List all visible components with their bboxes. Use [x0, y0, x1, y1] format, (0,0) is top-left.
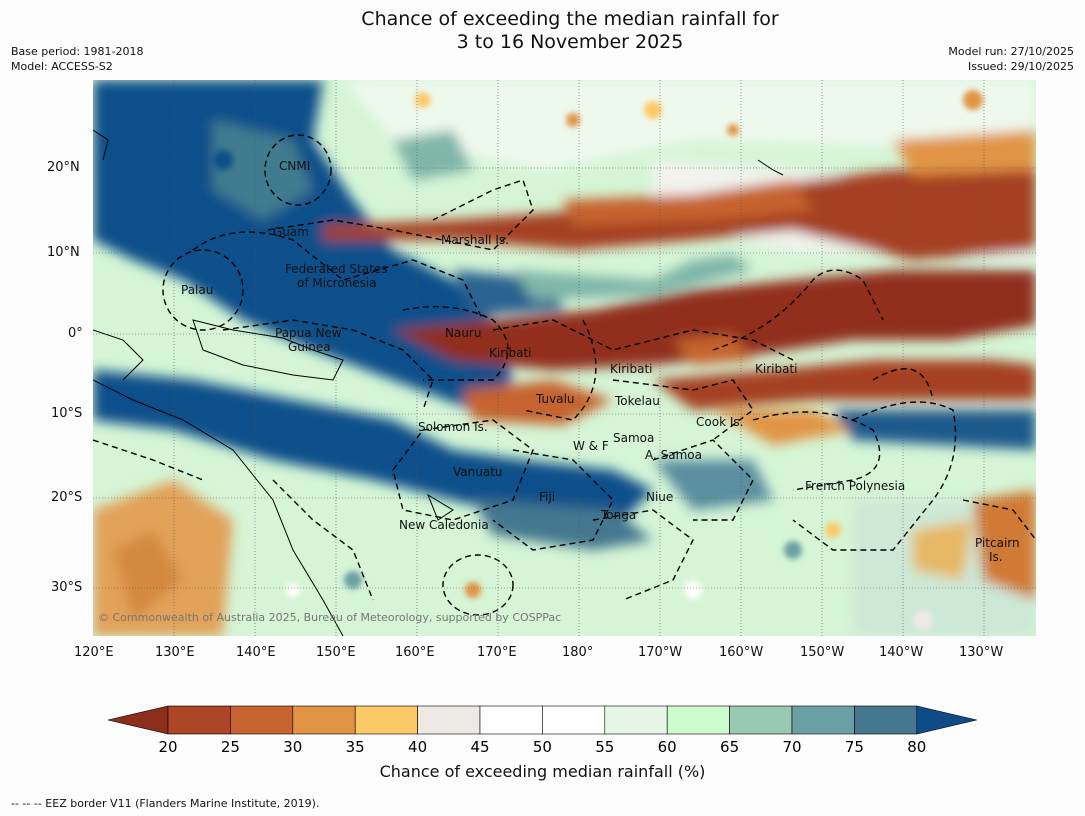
colorbar-extend-high	[916, 705, 977, 735]
colorbar-tick-label: 40	[408, 738, 427, 756]
label-nauru: Nauru	[445, 326, 481, 340]
lon-label-150e: 150°E	[316, 645, 356, 660]
colorbar-tick-label: 25	[221, 738, 240, 756]
colorbar-bin	[292, 705, 356, 735]
label-kiribati-w: Kiribati	[489, 346, 531, 360]
lon-label-160e: 160°E	[395, 645, 435, 660]
lat-label-10s: 10°S	[51, 406, 83, 421]
label-french-polynesia: French Polynesia	[805, 479, 905, 493]
colorbar-tick-label: 20	[158, 738, 177, 756]
region-labels: CNMI Guam Marshall Is. Federated States …	[98, 159, 1020, 624]
label-kiribati-c: Kiribati	[610, 362, 652, 376]
label-samoa: Samoa	[613, 431, 654, 445]
meta-right: Model run: 27/10/2025 Issued: 29/10/2025	[948, 44, 1074, 74]
label-cook: Cook Is.	[696, 415, 743, 429]
label-cnmi: CNMI	[279, 159, 310, 173]
lon-label-170w: 170°W	[638, 645, 683, 660]
label-solomon: Solomon Is.	[418, 420, 488, 434]
label-palau: Palau	[181, 283, 213, 297]
colorbar-tick-label: 50	[533, 738, 552, 756]
title-line-2: 3 to 16 November 2025	[456, 31, 684, 53]
label-fsm-1: Federated States	[285, 262, 387, 276]
model-run: Model run: 27/10/2025	[948, 45, 1074, 58]
label-kiribati-e: Kiribati	[755, 362, 797, 376]
label-tuvalu: Tuvalu	[535, 392, 575, 406]
australia-coast	[93, 379, 344, 636]
colorbar-tick-label: 65	[720, 738, 739, 756]
lat-label-0: 0°	[68, 326, 83, 341]
label-american-samoa: A. Samoa	[645, 448, 702, 462]
label-guam: Guam	[273, 225, 309, 239]
colorbar-tick-label: 35	[346, 738, 365, 756]
copyright-notice: © Commonwealth of Australia 2025, Bureau…	[98, 611, 561, 624]
label-tokelau: Tokelau	[614, 394, 660, 408]
colorbar-title: Chance of exceeding median rainfall (%)	[379, 762, 706, 781]
colorbar-bin	[729, 705, 793, 735]
colorbar-bin	[791, 705, 855, 735]
colorbar-bin	[479, 705, 543, 735]
lon-label-150w: 150°W	[800, 645, 845, 660]
lon-label-170e: 170°E	[477, 645, 517, 660]
colorbar-bin	[542, 705, 606, 735]
label-marshall: Marshall Is.	[441, 233, 509, 247]
colorbar-tick-label: 80	[907, 738, 926, 756]
eez-borders	[93, 134, 1036, 616]
label-new-caledonia: New Caledonia	[399, 518, 489, 532]
colorbar-bin	[666, 705, 730, 735]
lon-label-130e: 130°E	[155, 645, 195, 660]
label-fsm-2: of Micronesia	[297, 276, 377, 290]
colorbar-tick-label: 45	[470, 738, 489, 756]
colorbar-bin	[417, 705, 481, 735]
colorbar-bin	[854, 705, 918, 735]
lon-label-180: 180°	[562, 645, 594, 660]
label-wallis-futuna: W & F	[573, 439, 609, 453]
map-title: Chance of exceeding the median rainfall …	[0, 8, 1085, 54]
lon-label-140e: 140°E	[236, 645, 276, 660]
model-name: Model: ACCESS-S2	[11, 60, 113, 73]
colorbar-bins	[107, 705, 977, 735]
meta-left: Base period: 1981-2018 Model: ACCESS-S2	[11, 44, 143, 74]
label-png-1: Papua New	[275, 326, 342, 340]
colorbar-extend-low	[107, 705, 169, 735]
label-niue: Niue	[646, 490, 673, 504]
title-line-1: Chance of exceeding the median rainfall …	[361, 8, 779, 30]
colorbar-tick-label: 60	[658, 738, 677, 756]
colorbar-bin	[230, 705, 294, 735]
lat-label-20s: 20°S	[51, 490, 83, 505]
colorbar-tick-label: 30	[283, 738, 302, 756]
label-png-2: Guinea	[288, 340, 331, 354]
new-caledonia-outline	[426, 493, 454, 521]
label-vanuatu: Vanuatu	[453, 465, 503, 479]
lat-label-10n: 10°N	[47, 245, 80, 260]
base-period: Base period: 1981-2018	[11, 45, 144, 58]
label-fiji: Fiji	[539, 490, 555, 504]
label-tonga: Tonga	[600, 508, 636, 522]
lon-label-140w: 140°W	[879, 645, 924, 660]
label-pitcairn-1: Pitcairn	[975, 536, 1020, 550]
graticule	[93, 80, 1036, 636]
colorbar: 20 25 30 35 40 45 50 55 60 65 70 75 80	[107, 705, 977, 756]
colorbar-tick-label: 75	[845, 738, 864, 756]
rainfall-map: CNMI Guam Marshall Is. Federated States …	[93, 80, 1036, 636]
lon-label-160w: 160°W	[719, 645, 764, 660]
colorbar-ticks: 20 25 30 35 40 45 50 55 60 65 70 75 80	[158, 738, 926, 756]
rainfall-fields	[93, 80, 1036, 636]
issued-date: Issued: 29/10/2025	[967, 60, 1074, 73]
label-pitcairn-2: Is.	[989, 550, 1003, 564]
lon-label-130w: 130°W	[959, 645, 1004, 660]
footnote: -- -- -- EEZ border V11 (Flanders Marine…	[11, 797, 320, 810]
lat-label-30s: 30°S	[51, 580, 83, 595]
colorbar-bin	[167, 705, 231, 735]
lat-label-20n: 20°N	[47, 160, 80, 175]
colorbar-tick-label: 55	[595, 738, 614, 756]
colorbar-tick-label: 70	[782, 738, 801, 756]
lon-label-120e: 120°E	[74, 645, 114, 660]
colorbar-bin	[604, 705, 668, 735]
colorbar-bin	[354, 705, 418, 735]
